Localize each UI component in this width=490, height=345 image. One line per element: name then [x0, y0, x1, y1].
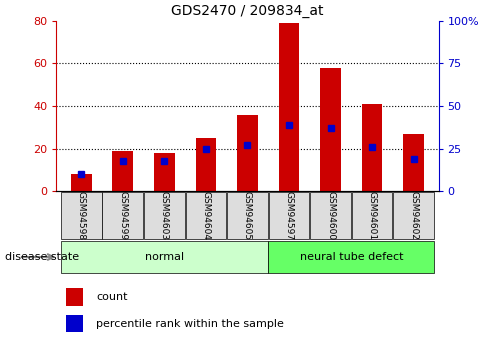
- Text: GSM94600: GSM94600: [326, 191, 335, 240]
- Bar: [362, 104, 383, 191]
- FancyBboxPatch shape: [268, 241, 435, 273]
- Bar: [71, 175, 92, 191]
- Bar: [403, 134, 424, 191]
- FancyBboxPatch shape: [102, 193, 143, 239]
- Text: GSM94603: GSM94603: [160, 191, 169, 240]
- Bar: [112, 151, 133, 191]
- Text: GSM94599: GSM94599: [118, 191, 127, 240]
- Title: GDS2470 / 209834_at: GDS2470 / 209834_at: [171, 4, 324, 18]
- Text: neural tube defect: neural tube defect: [299, 252, 403, 262]
- Bar: [154, 153, 175, 191]
- FancyBboxPatch shape: [269, 193, 309, 239]
- FancyBboxPatch shape: [352, 193, 392, 239]
- Text: GSM94598: GSM94598: [77, 191, 86, 240]
- Bar: [66, 315, 83, 332]
- Text: GSM94604: GSM94604: [201, 191, 210, 240]
- Text: count: count: [97, 292, 128, 302]
- Text: percentile rank within the sample: percentile rank within the sample: [97, 318, 284, 328]
- Bar: [66, 288, 83, 306]
- Text: disease state: disease state: [5, 252, 79, 262]
- Text: normal: normal: [145, 252, 184, 262]
- FancyBboxPatch shape: [227, 193, 268, 239]
- FancyBboxPatch shape: [393, 193, 434, 239]
- FancyBboxPatch shape: [144, 193, 185, 239]
- Bar: [279, 23, 299, 191]
- Bar: [196, 138, 216, 191]
- Text: GSM94605: GSM94605: [243, 191, 252, 240]
- FancyBboxPatch shape: [186, 193, 226, 239]
- FancyBboxPatch shape: [61, 193, 101, 239]
- Text: GSM94597: GSM94597: [285, 191, 294, 240]
- Text: GSM94601: GSM94601: [368, 191, 377, 240]
- Bar: [237, 115, 258, 191]
- Bar: [320, 68, 341, 191]
- FancyBboxPatch shape: [310, 193, 351, 239]
- Text: GSM94602: GSM94602: [409, 191, 418, 240]
- FancyBboxPatch shape: [60, 241, 268, 273]
